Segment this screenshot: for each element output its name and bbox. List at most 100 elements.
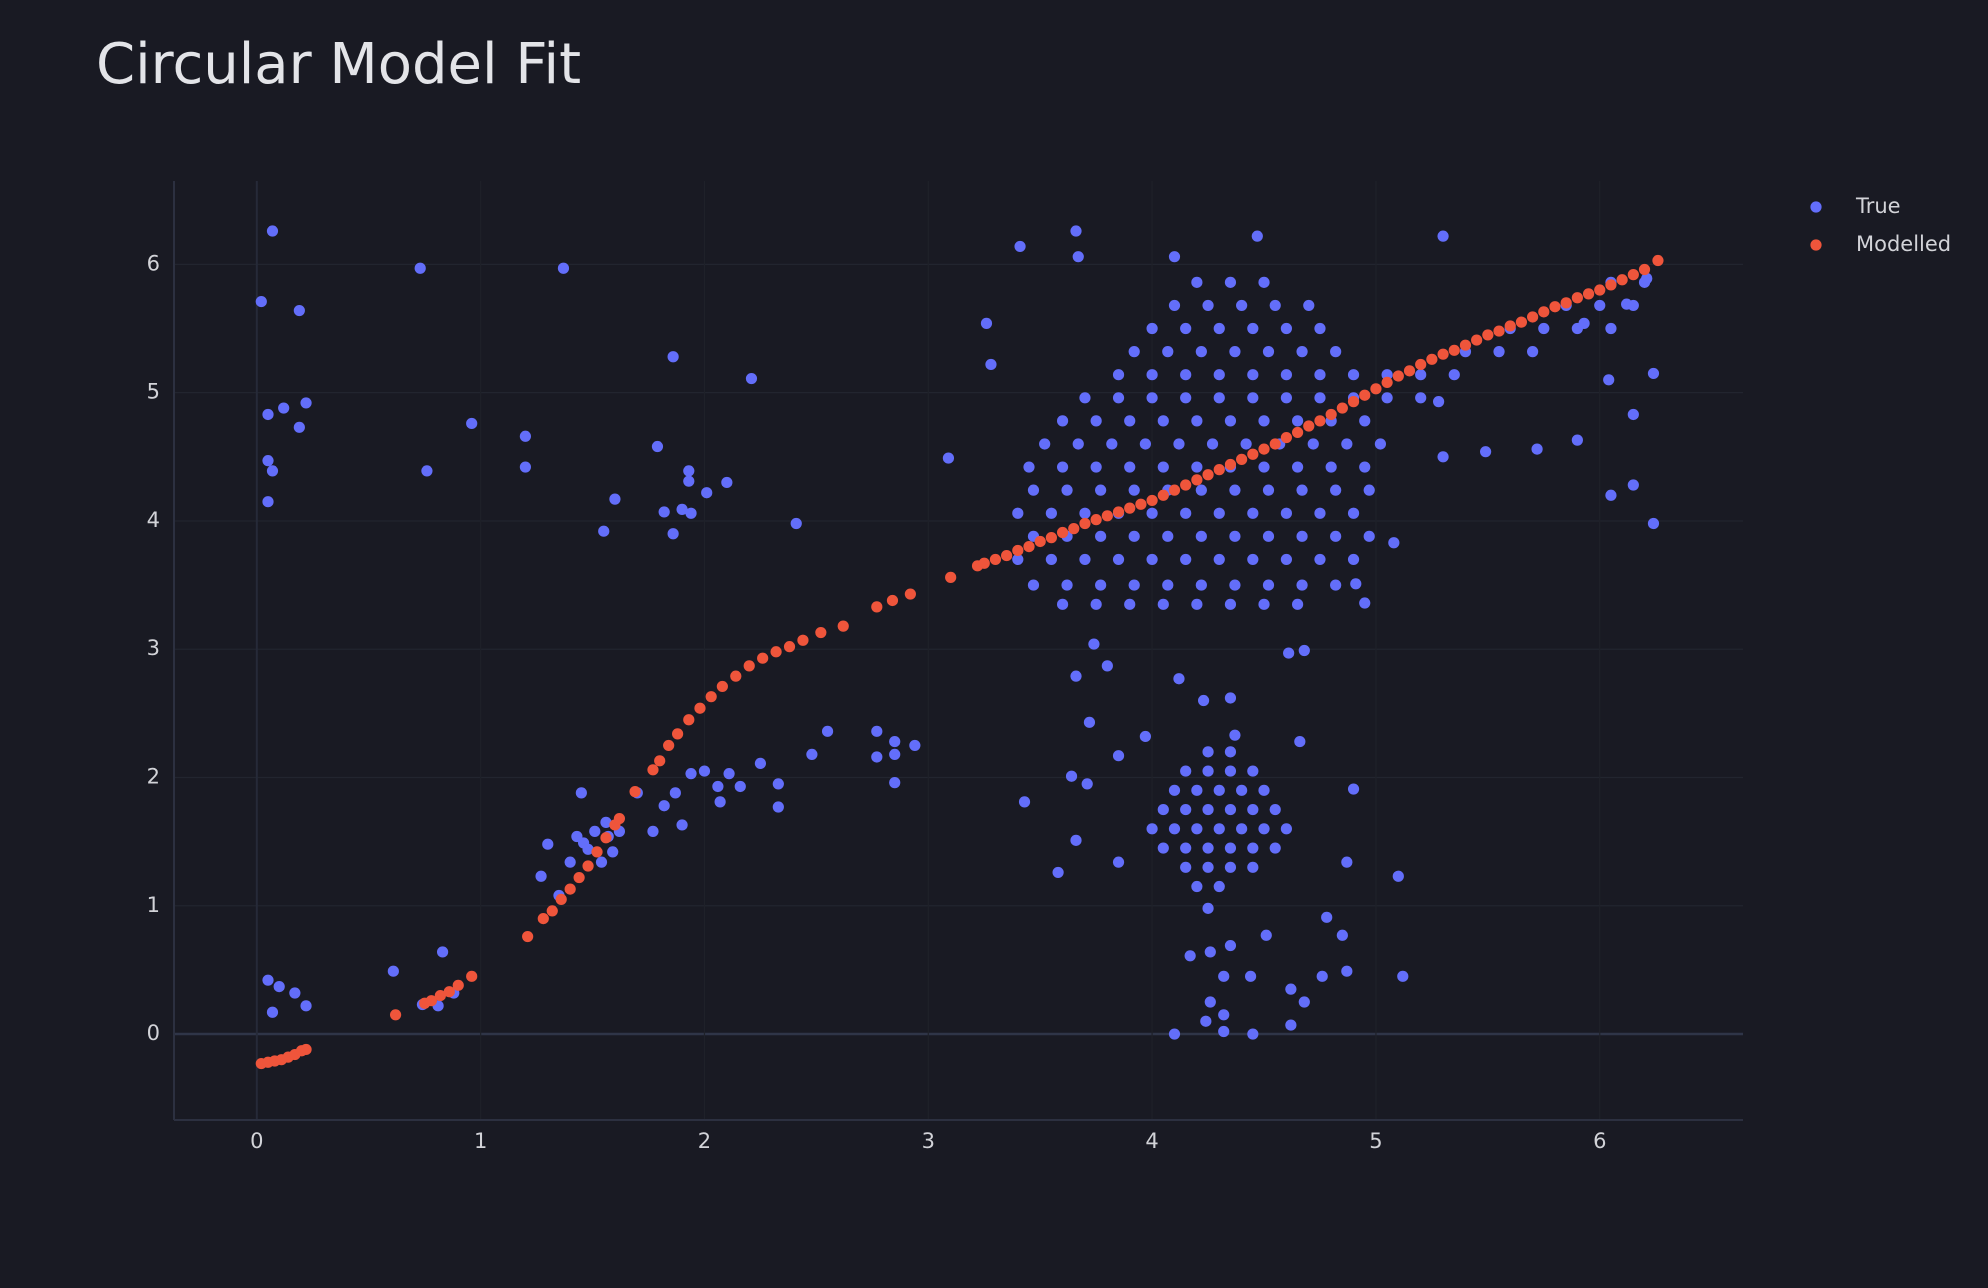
point: [1061, 579, 1073, 591]
point: [1330, 484, 1342, 496]
point: [1269, 299, 1281, 312]
point: [262, 974, 274, 986]
point: [443, 986, 455, 998]
point: [571, 830, 583, 843]
point: [1298, 644, 1310, 657]
point: [909, 739, 921, 752]
point: [1045, 553, 1057, 566]
point: [1236, 784, 1248, 796]
point: [1213, 507, 1225, 519]
marks: [255, 225, 1664, 1070]
point: [278, 402, 290, 414]
point: [1027, 484, 1040, 496]
point: [1106, 438, 1118, 450]
y-tick-label: 3: [147, 636, 160, 660]
point: [989, 553, 1002, 566]
point: [564, 856, 576, 868]
point: [716, 680, 728, 693]
point: [607, 846, 619, 858]
point: [434, 989, 446, 1002]
point: [978, 557, 990, 569]
point: [980, 317, 993, 329]
point: [1191, 474, 1203, 486]
point: [1224, 939, 1237, 952]
point: [582, 843, 594, 855]
point: [1191, 461, 1203, 473]
point: [886, 594, 899, 607]
point: [1124, 461, 1136, 473]
point: [1202, 842, 1214, 854]
point: [806, 748, 818, 761]
point: [1146, 507, 1158, 519]
point: [1627, 269, 1639, 281]
point: [654, 755, 666, 767]
point: [519, 461, 532, 473]
point: [1347, 507, 1360, 519]
point: [1124, 502, 1136, 514]
point: [262, 455, 274, 467]
point: [1180, 803, 1192, 816]
point: [1627, 479, 1639, 491]
point: [1229, 729, 1241, 741]
point: [300, 397, 312, 409]
point: [1213, 322, 1225, 335]
point: [613, 812, 626, 825]
point: [1437, 348, 1449, 360]
point: [1191, 598, 1203, 610]
point: [1448, 369, 1460, 381]
point: [723, 768, 735, 780]
point: [1403, 365, 1416, 377]
y-tick-label: 6: [147, 251, 160, 275]
point: [1247, 553, 1259, 566]
point: [1184, 950, 1196, 962]
point: [1056, 415, 1069, 427]
point: [1229, 484, 1241, 496]
point: [1112, 750, 1125, 762]
point: [889, 735, 901, 748]
point: [1269, 842, 1281, 854]
point: [1285, 1019, 1297, 1031]
point: [1218, 1025, 1230, 1038]
point: [945, 571, 957, 583]
point: [522, 930, 534, 943]
point: [564, 883, 576, 895]
point: [537, 913, 549, 925]
point: [591, 846, 603, 858]
point: [770, 646, 782, 658]
point: [1291, 461, 1304, 473]
point: [1298, 996, 1310, 1008]
point: [1314, 322, 1326, 335]
point: [1363, 484, 1375, 496]
point: [1168, 1028, 1181, 1040]
point: [1213, 392, 1225, 404]
point: [1605, 322, 1617, 335]
point: [1258, 784, 1270, 796]
point: [1056, 598, 1069, 610]
point: [1034, 535, 1046, 548]
point: [1213, 880, 1225, 893]
point: [1162, 579, 1174, 591]
point: [1224, 842, 1237, 854]
point: [598, 525, 610, 537]
point: [1247, 842, 1259, 854]
point: [1258, 823, 1270, 835]
point: [262, 496, 274, 508]
point: [1549, 301, 1561, 313]
point: [667, 351, 679, 363]
point: [1370, 383, 1382, 395]
point: [1247, 803, 1259, 816]
point: [575, 787, 587, 799]
point: [421, 465, 433, 477]
point: [300, 1043, 312, 1056]
point: [1090, 461, 1102, 473]
point: [1283, 647, 1295, 659]
point: [1330, 530, 1342, 542]
point: [1146, 823, 1158, 835]
point: [1039, 438, 1051, 450]
point: [1180, 369, 1192, 381]
point: [1195, 530, 1207, 542]
point: [1381, 392, 1393, 404]
point: [1213, 784, 1225, 796]
point: [1247, 369, 1259, 381]
